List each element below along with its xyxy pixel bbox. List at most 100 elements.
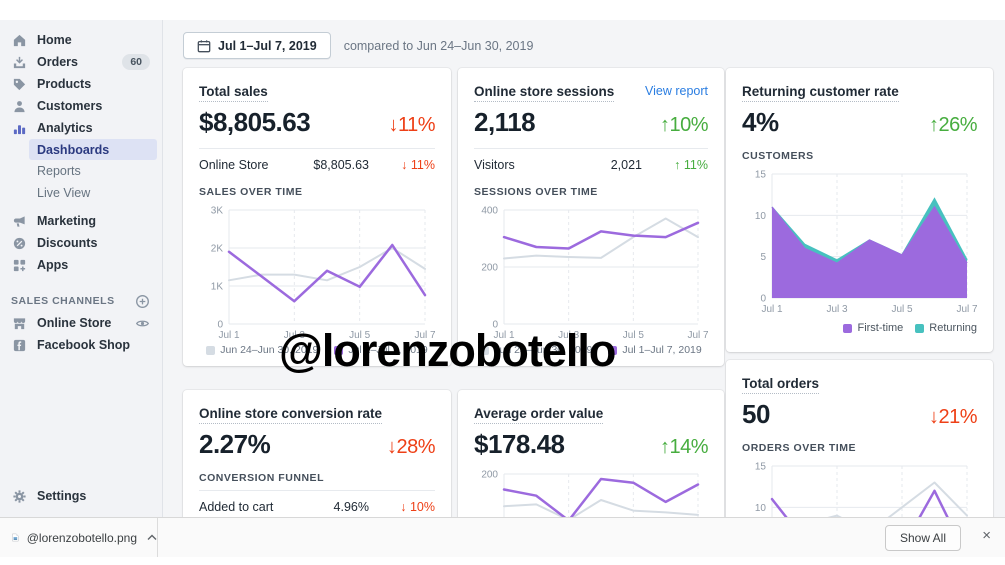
sidebar-item-orders[interactable]: Orders 60	[0, 51, 162, 73]
date-range-button[interactable]: Jul 1–Jul 7, 2019	[183, 32, 331, 59]
close-downloads-bar-icon[interactable]: ×	[982, 527, 991, 544]
customers-chart-legend: First-time Returning	[742, 322, 977, 334]
returning-rate-title[interactable]: Returning customer rate	[742, 84, 899, 102]
current-period-swatch	[334, 345, 344, 355]
svg-text:1K: 1K	[211, 282, 224, 293]
sidebar-item-dashboards[interactable]: Dashboards	[29, 139, 157, 160]
svg-text:10: 10	[755, 211, 767, 222]
svg-text:Jul 3: Jul 3	[284, 330, 306, 341]
total-sales-card: Total sales $8,805.63 ↓11% Online Store …	[183, 68, 451, 366]
svg-text:15: 15	[755, 170, 767, 181]
sidebar-item-online-store[interactable]: Online Store	[0, 312, 162, 334]
analytics-bars-icon	[11, 120, 28, 136]
sessions-chart-legend: Jun 24–Jun 30, 2019 Jul 1–Jul 7, 2019	[474, 344, 708, 356]
svg-text:Jul 5: Jul 5	[349, 330, 371, 341]
sales-over-time-header: SALES OVER TIME	[199, 186, 303, 198]
downloaded-filename: @lorenzobotello.png	[26, 530, 137, 545]
view-store-eye-icon[interactable]	[135, 316, 150, 331]
sessions-over-time-header: SESSIONS OVER TIME	[474, 186, 598, 198]
sidebar-item-settings[interactable]: Settings	[0, 485, 162, 507]
person-icon	[11, 98, 28, 114]
sidebar-item-facebook-shop[interactable]: Facebook Shop	[0, 334, 162, 356]
returning-rate-value: 4%	[742, 107, 779, 137]
aov-title[interactable]: Average order value	[474, 406, 604, 424]
add-channel-button[interactable]	[135, 294, 150, 309]
conversion-rate-value: 2.27%	[199, 429, 271, 459]
svg-text:Jul 7: Jul 7	[687, 330, 708, 341]
downloaded-file-item[interactable]: @lorenzobotello.png	[0, 518, 158, 557]
view-report-link[interactable]: View report	[645, 84, 708, 98]
returning-rate-delta: ↑26%	[928, 114, 978, 136]
sidebar: Home Orders 60 Products Customers	[0, 20, 163, 517]
total-orders-delta: ↓21%	[928, 406, 978, 428]
shopify-admin: Home Orders 60 Products Customers	[0, 20, 1005, 517]
svg-text:Jul 5: Jul 5	[623, 330, 645, 341]
svg-text:Jul 1: Jul 1	[218, 330, 240, 341]
total-orders-title[interactable]: Total orders	[742, 376, 820, 394]
tag-icon	[11, 76, 28, 92]
online-store-sessions-card: Online store sessions View report 2,118 …	[458, 68, 724, 366]
conversion-funnel-header: CONVERSION FUNNEL	[199, 472, 325, 484]
svg-text:200: 200	[481, 263, 498, 274]
svg-text:Jul 7: Jul 7	[414, 330, 435, 341]
orders-over-time-header: ORDERS OVER TIME	[742, 442, 856, 454]
sessions-delta: ↑10%	[659, 114, 709, 136]
sidebar-item-home[interactable]: Home	[0, 29, 162, 51]
sessions-value: 2,118	[474, 107, 536, 137]
date-filter-row: Jul 1–Jul 7, 2019 compared to Jun 24–Jun…	[183, 32, 533, 59]
sales-channels-header: SALES CHANNELS	[0, 290, 162, 312]
svg-text:3K: 3K	[211, 206, 224, 217]
sidebar-item-analytics[interactable]: Analytics	[0, 117, 162, 139]
previous-period-swatch	[480, 345, 490, 355]
svg-text:Jul 5: Jul 5	[891, 304, 913, 315]
home-icon	[11, 32, 28, 48]
svg-text:Jul 7: Jul 7	[956, 304, 977, 315]
total-orders-value: 50	[742, 399, 770, 429]
svg-text:Jul 1: Jul 1	[761, 304, 783, 315]
svg-text:10: 10	[755, 503, 767, 514]
orders-count-badge: 60	[122, 54, 150, 70]
total-sales-value: $8,805.63	[199, 107, 311, 137]
downloads-bar: @lorenzobotello.png Show All ×	[0, 517, 1005, 557]
compared-to-text: compared to Jun 24–Jun 30, 2019	[343, 38, 534, 53]
sales-over-time-chart: 0 1K 2K 3K Jul 1 Jul 3 Jul 5 Jul 7	[199, 202, 436, 342]
sales-chart-legend: Jun 24–Jun 30, 2019 Jul 1–Jul 7, 2019	[199, 344, 435, 356]
svg-text:Jul 3: Jul 3	[558, 330, 580, 341]
megaphone-icon	[11, 213, 28, 229]
aov-value: $178.48	[474, 429, 565, 459]
svg-text:15: 15	[755, 462, 767, 473]
returning-customer-rate-card: Returning customer rate 4% ↑26% CUSTOMER…	[726, 68, 993, 352]
customers-header: CUSTOMERS	[742, 150, 814, 162]
sessions-title[interactable]: Online store sessions	[474, 84, 615, 102]
svg-text:0: 0	[492, 320, 498, 331]
previous-period-swatch	[206, 345, 216, 355]
sidebar-item-customers[interactable]: Customers	[0, 95, 162, 117]
show-all-downloads-button[interactable]: Show All	[884, 525, 961, 551]
first-time-swatch	[843, 323, 853, 333]
gear-icon	[11, 488, 28, 504]
sessions-over-time-chart: 0 200 400 Jul 1 Jul 3 Jul 5 Jul 7	[474, 202, 709, 342]
image-file-icon	[12, 533, 19, 542]
sidebar-item-marketing[interactable]: Marketing	[0, 210, 162, 232]
total-sales-delta: ↓11%	[388, 114, 435, 136]
svg-text:Jul 1: Jul 1	[493, 330, 515, 341]
total-sales-breakdown-row: Online Store $8,805.63 ↓ 11%	[199, 148, 435, 180]
orders-icon	[11, 54, 28, 70]
sidebar-item-apps[interactable]: Apps	[0, 254, 162, 276]
download-options-caret[interactable]	[147, 534, 157, 541]
svg-text:5: 5	[760, 252, 766, 263]
conversion-rate-title[interactable]: Online store conversion rate	[199, 406, 383, 424]
aov-delta: ↑14%	[659, 436, 709, 458]
dashboard-main: Jul 1–Jul 7, 2019 compared to Jun 24–Jun…	[163, 20, 1005, 517]
facebook-icon	[11, 337, 28, 353]
sidebar-item-reports[interactable]: Reports	[37, 164, 81, 178]
sidebar-item-discounts[interactable]: Discounts	[0, 232, 162, 254]
sidebar-item-live-view[interactable]: Live View	[37, 186, 91, 200]
svg-text:Jul 3: Jul 3	[826, 304, 848, 315]
total-sales-title[interactable]: Total sales	[199, 84, 268, 102]
apps-grid-icon	[11, 257, 28, 273]
average-order-value-card: Average order value $178.48 ↑14% 200Jul …	[458, 390, 724, 517]
sidebar-item-products[interactable]: Products	[0, 73, 162, 95]
